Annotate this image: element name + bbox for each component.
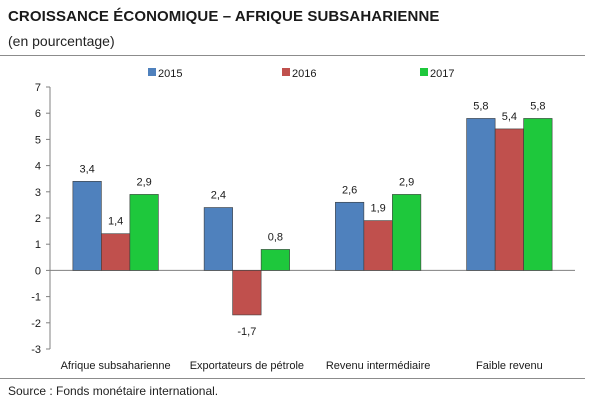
bar-2017-2 [260, 249, 290, 271]
bar-2017-1 [129, 194, 159, 271]
y-tick-label: 6 [35, 108, 41, 120]
data-label-2015-4: 5,8 [473, 100, 488, 112]
bar-2016-4 [494, 128, 524, 271]
bar-2015-1 [72, 181, 102, 271]
data-label-2017-2: 0,8 [268, 231, 283, 243]
y-tick-label: -3 [31, 344, 41, 356]
chart-title: CROISSANCE ÉCONOMIQUE – AFRIQUE SUBSAHAR… [8, 8, 440, 25]
data-label-2015-3: 2,6 [342, 184, 357, 196]
bar-2015-3 [335, 201, 365, 271]
legend-swatch-2017 [420, 68, 428, 76]
y-tick-label: -2 [31, 318, 41, 330]
bar-2016-3 [363, 220, 393, 271]
data-label-2017-4: 5,8 [530, 100, 545, 112]
legend-label-2017: 2017 [430, 68, 454, 80]
bar-2016-2 [232, 270, 262, 316]
y-tick-label: 2 [35, 213, 41, 225]
legend-label-2016: 2016 [292, 68, 316, 80]
y-tick-label: 1 [35, 239, 41, 251]
bottom-rule [0, 378, 585, 379]
bar-2017-3 [392, 194, 422, 271]
top-rule [0, 55, 585, 56]
x-category-label: Revenu intermédiaire [326, 360, 431, 372]
legend-swatch-2016 [282, 68, 290, 76]
data-label-2016-3: 1,9 [370, 203, 385, 215]
x-category-label: Exportateurs de pétrole [190, 360, 304, 372]
bar-2015-4 [466, 118, 496, 271]
x-category-label: Afrique subsaharienne [61, 360, 171, 372]
y-tick-label: 4 [35, 161, 41, 173]
data-label-2015-2: 2,4 [211, 190, 226, 202]
y-tick-label: 7 [35, 82, 41, 94]
data-label-2016-4: 5,4 [502, 111, 517, 123]
y-tick-label: -1 [31, 292, 41, 304]
data-label-2017-3: 2,9 [399, 176, 414, 188]
y-tick-label: 3 [35, 187, 41, 199]
y-tick-label: 5 [35, 134, 41, 146]
data-label-2016-2: -1,7 [237, 326, 256, 338]
chart-subtitle: (en pourcentage) [8, 33, 115, 49]
source-note: Source : Fonds monétaire international. [8, 384, 219, 398]
bar-2017-4 [523, 118, 553, 271]
bar-2016-1 [101, 233, 131, 271]
data-label-2016-1: 1,4 [108, 216, 123, 228]
y-tick-label: 0 [35, 265, 41, 277]
x-category-label: Faible revenu [476, 360, 543, 372]
bar-2015-2 [203, 207, 233, 271]
legend-label-2015: 2015 [158, 68, 182, 80]
data-label-2015-1: 3,4 [79, 163, 94, 175]
legend-swatch-2015 [148, 68, 156, 76]
data-label-2017-1: 2,9 [136, 176, 151, 188]
